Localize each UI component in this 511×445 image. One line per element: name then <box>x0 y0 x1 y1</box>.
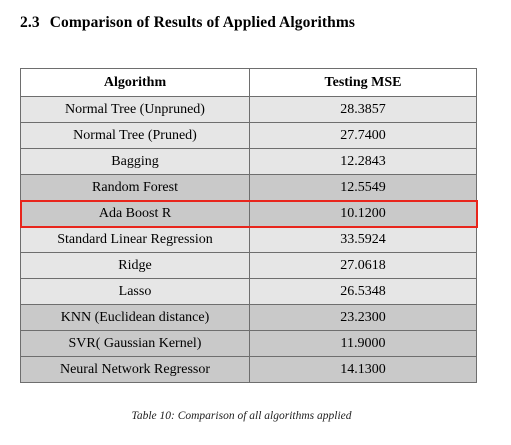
table-row: Normal Tree (Pruned) 27.7400 <box>20 122 477 149</box>
table-row: SVR( Gaussian Kernel) 11.9000 <box>20 330 477 357</box>
algorithm-cell: Lasso <box>20 278 250 305</box>
mse-cell: 28.3857 <box>249 96 477 123</box>
section-number: 2.3 <box>20 14 40 31</box>
mse-cell: 12.5549 <box>249 174 477 201</box>
table-row: Ridge 27.0618 <box>20 252 477 279</box>
table-row: Standard Linear Regression 33.5924 <box>20 226 477 253</box>
mse-cell: 11.9000 <box>249 330 477 357</box>
table-row: Normal Tree (Unpruned) 28.3857 <box>20 96 477 123</box>
mse-cell: 27.0618 <box>249 252 477 279</box>
table-row: Lasso 26.5348 <box>20 278 477 305</box>
header-testing-mse: Testing MSE <box>249 68 477 97</box>
mse-cell: 27.7400 <box>249 122 477 149</box>
table-row: KNN (Euclidean distance) 23.2300 <box>20 304 477 331</box>
algorithm-cell: Standard Linear Regression <box>20 226 250 253</box>
header-algorithm: Algorithm <box>20 68 250 97</box>
table-row: Neural Network Regressor 14.1300 <box>20 356 477 383</box>
section-title: Comparison of Results of Applied Algorit… <box>49 14 355 31</box>
mse-cell: 23.2300 <box>249 304 477 331</box>
table-header-row: Algorithm Testing MSE <box>20 68 477 97</box>
mse-cell: 10.1200 <box>249 200 477 227</box>
algorithm-cell: Ridge <box>20 252 250 279</box>
table-row-highlighted: Ada Boost R 10.1200 <box>20 200 477 227</box>
table-row: Random Forest 12.5549 <box>20 174 477 201</box>
mse-cell: 26.5348 <box>249 278 477 305</box>
algorithm-cell: Ada Boost R <box>20 200 250 227</box>
table-row: Bagging 12.2843 <box>20 148 477 175</box>
mse-cell: 12.2843 <box>249 148 477 175</box>
algorithm-cell: Bagging <box>20 148 250 175</box>
table-caption: Table 10: Comparison of all algorithms a… <box>131 410 352 422</box>
mse-cell: 33.5924 <box>249 226 477 253</box>
section-heading: 2.3 Comparison of Results of Applied Algo… <box>20 14 355 32</box>
algorithm-cell: Random Forest <box>20 174 250 201</box>
algorithm-cell: Neural Network Regressor <box>20 356 250 383</box>
algorithm-cell: Normal Tree (Unpruned) <box>20 96 250 123</box>
algorithm-cell: SVR( Gaussian Kernel) <box>20 330 250 357</box>
algorithm-cell: Normal Tree (Pruned) <box>20 122 250 149</box>
mse-cell: 14.1300 <box>249 356 477 383</box>
results-table: Algorithm Testing MSE Normal Tree (Unpru… <box>20 68 477 383</box>
algorithm-cell: KNN (Euclidean distance) <box>20 304 250 331</box>
